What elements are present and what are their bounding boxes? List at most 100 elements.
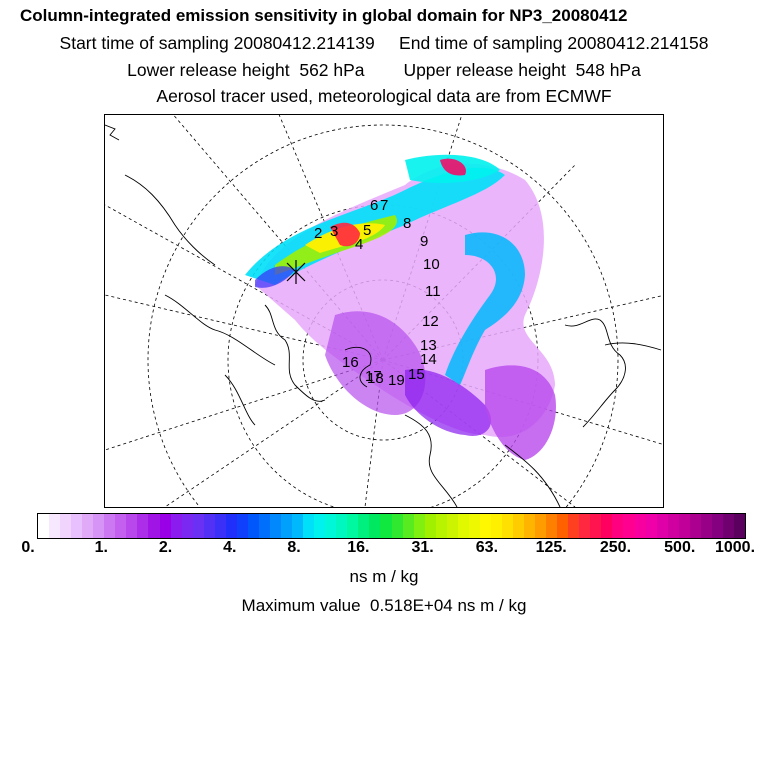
coastlines	[105, 124, 662, 507]
colorbar-cell	[391, 514, 403, 538]
tracer-info-line: Aerosol tracer used, meteorological data…	[156, 86, 612, 106]
colorbar-cell	[623, 514, 635, 538]
colorbar-cell	[590, 514, 602, 538]
colorbar-tick-label: 16.	[347, 539, 370, 556]
colorbar-cell	[468, 514, 480, 538]
map-title: Column-integrated emission sensitivity i…	[20, 6, 628, 25]
colorbar-cell	[247, 514, 259, 538]
colorbar	[37, 513, 746, 539]
colorbar-cell	[347, 514, 359, 538]
colorbar-tick-label: 8.	[287, 539, 301, 556]
colorbar-cell	[126, 514, 138, 538]
colorbar-cell	[82, 514, 94, 538]
colorbar-cell	[479, 514, 491, 538]
colorbar-cell	[733, 514, 745, 538]
track-label: 7	[380, 197, 388, 214]
track-label: 2	[314, 225, 322, 242]
track-label: 4	[355, 236, 363, 253]
colorbar-cell	[159, 514, 171, 538]
colorbar-cell	[71, 514, 83, 538]
colorbar-cell	[49, 514, 61, 538]
track-label: 13	[420, 337, 437, 354]
colorbar-cell	[137, 514, 149, 538]
colorbar-tick-labels: 0. 1. 2. 4. 8. 16. 31. 63. 125. 250. 500. 1000.	[0, 539, 768, 559]
colorbar-cell	[336, 514, 348, 538]
colorbar-cell	[501, 514, 514, 538]
colorbar-tick-label: 250.	[599, 539, 632, 556]
track-label: 3	[330, 223, 338, 240]
colorbar-cell	[104, 514, 116, 538]
emission-sensitivity-map: 2 3 4 5 6 7 8 9 10 11 12 13 14 15 16 17 …	[104, 114, 664, 508]
colorbar-cell	[358, 514, 370, 538]
colorbar-cell	[192, 514, 204, 538]
colorbar-cell	[601, 514, 613, 538]
colorbar-cell	[225, 514, 237, 538]
colorbar-cell	[402, 514, 414, 538]
colorbar-cell	[380, 514, 392, 538]
colorbar-tick-label: 2.	[158, 539, 173, 556]
colorbar-cell	[281, 514, 293, 538]
track-label: 6	[370, 197, 378, 214]
colorbar-units: ns m / kg	[349, 567, 419, 586]
track-label: 12	[422, 313, 439, 330]
track-label: 14	[420, 351, 437, 368]
colorbar-cell	[457, 514, 469, 538]
colorbar-cell	[292, 514, 304, 538]
colorbar-tick-label: 0.	[21, 539, 35, 556]
colorbar-cell	[722, 514, 734, 538]
track-label: 11	[425, 283, 441, 300]
colorbar-tick-label: 31.	[411, 539, 434, 556]
colorbar-cell	[656, 514, 668, 538]
track-label: 15	[408, 366, 425, 383]
colorbar-tick-label: 4.	[223, 539, 237, 556]
track-label: 16	[342, 354, 359, 371]
track-label: 19	[388, 372, 405, 389]
sampling-time-line: Start time of sampling 20080412.214139 E…	[59, 33, 709, 53]
colorbar-cell	[369, 514, 381, 538]
colorbar-cell	[645, 514, 657, 538]
colorbar-cell	[203, 514, 215, 538]
track-label: 9	[420, 233, 428, 250]
colorbar-cell	[513, 514, 525, 538]
sensitivity-plume	[245, 154, 556, 460]
release-height-line: Lower release height 562 hPa Upper relea…	[127, 60, 641, 80]
colorbar-cell	[148, 514, 160, 538]
colorbar-cell	[269, 514, 282, 538]
colorbar-cell	[546, 514, 558, 538]
track-label: 10	[423, 256, 440, 273]
colorbar-tick-label: 1000.	[714, 539, 756, 556]
colorbar-cell	[236, 514, 248, 538]
colorbar-cell	[700, 514, 712, 538]
colorbar-cell	[612, 514, 624, 538]
colorbar-cell	[181, 514, 193, 538]
colorbar-cell	[314, 514, 326, 538]
colorbar-cell	[303, 514, 315, 538]
track-labels: 2 3 4 5 6 7 8 9 10 11 12 13 14 15 16 17 …	[314, 197, 441, 389]
colorbar-cell	[60, 514, 72, 538]
colorbar-cell	[579, 514, 591, 538]
colorbar-cell	[557, 514, 569, 538]
colorbar-cell	[170, 514, 182, 538]
colorbar-cell	[258, 514, 270, 538]
track-label: 8	[403, 215, 411, 232]
track-label: 17	[365, 368, 382, 385]
colorbar-cell	[93, 514, 105, 538]
map-plot: 2 3 4 5 6 7 8 9 10 11 12 13 14 15 16 17 …	[105, 115, 663, 507]
colorbar-tick-label: 63.	[475, 539, 499, 556]
colorbar-tick-label: 125.	[535, 539, 567, 556]
colorbar-cell	[424, 514, 436, 538]
track-label: 5	[363, 222, 371, 239]
colorbar-cell	[667, 514, 679, 538]
colorbar-cell	[678, 514, 690, 538]
colorbar-cell	[214, 514, 226, 538]
release-location-marker	[286, 260, 306, 284]
colorbar-cell	[689, 514, 701, 538]
colorbar-cell	[115, 514, 127, 538]
colorbar-cell	[524, 514, 536, 538]
maximum-value-label: Maximum value 0.518E+04 ns m / kg	[241, 596, 527, 615]
colorbar-tick-label: 500.	[664, 539, 696, 556]
colorbar-cell	[38, 514, 50, 538]
colorbar-cell	[634, 514, 646, 538]
colorbar-cell	[490, 514, 502, 538]
colorbar-cell	[711, 514, 723, 538]
